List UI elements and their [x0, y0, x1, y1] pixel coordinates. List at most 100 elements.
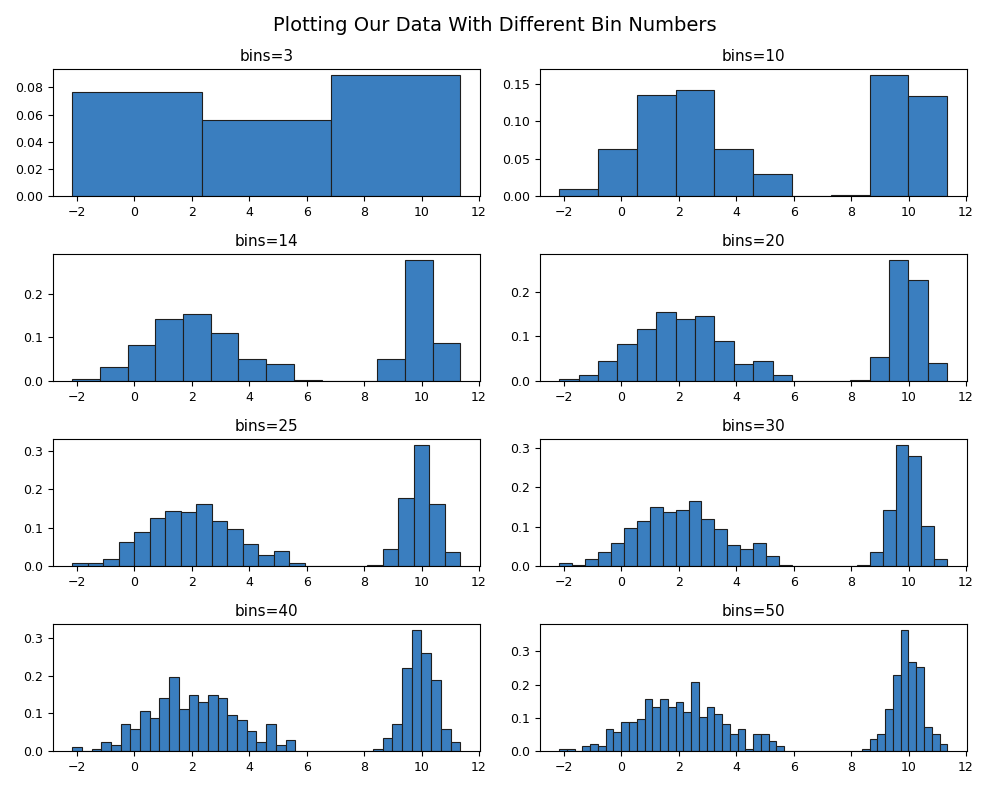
Bar — [413, 445, 429, 567]
Bar — [683, 712, 691, 751]
Bar — [856, 564, 869, 567]
Bar — [675, 90, 714, 196]
Bar — [714, 529, 727, 567]
Bar — [637, 720, 645, 751]
Bar — [135, 532, 149, 567]
Bar — [373, 749, 383, 751]
Bar — [218, 697, 227, 751]
Title: bins=30: bins=30 — [721, 419, 785, 434]
Bar — [738, 729, 746, 751]
Bar — [572, 564, 585, 567]
Bar — [613, 731, 621, 751]
Bar — [869, 357, 889, 381]
Bar — [393, 724, 403, 751]
Bar — [290, 563, 305, 567]
Bar — [377, 358, 405, 381]
Bar — [411, 630, 421, 751]
Bar — [932, 734, 940, 751]
Bar — [909, 96, 947, 196]
Bar — [675, 702, 683, 751]
Bar — [579, 375, 598, 381]
Bar — [403, 668, 411, 751]
Bar — [701, 519, 714, 567]
Bar — [266, 364, 294, 381]
Bar — [567, 749, 575, 751]
Bar — [165, 510, 181, 567]
Bar — [432, 343, 460, 381]
Bar — [383, 549, 399, 567]
Bar — [119, 542, 135, 567]
Bar — [637, 330, 656, 381]
Bar — [598, 746, 605, 751]
Bar — [935, 559, 947, 567]
Bar — [617, 344, 637, 381]
Bar — [706, 707, 714, 751]
Bar — [274, 551, 290, 567]
Bar — [189, 695, 198, 751]
Bar — [637, 95, 675, 196]
Bar — [211, 333, 238, 381]
Bar — [294, 380, 321, 381]
Bar — [72, 379, 100, 381]
Bar — [714, 342, 734, 381]
Title: bins=10: bins=10 — [721, 49, 785, 64]
Bar — [730, 734, 738, 751]
Bar — [383, 738, 393, 751]
Bar — [699, 716, 706, 751]
Bar — [727, 545, 740, 567]
Bar — [861, 749, 869, 751]
Bar — [559, 563, 572, 567]
Bar — [650, 507, 663, 567]
Bar — [653, 707, 660, 751]
Bar — [111, 745, 121, 751]
Bar — [559, 189, 598, 196]
Bar — [668, 707, 675, 751]
Bar — [740, 549, 754, 567]
Bar — [754, 361, 772, 381]
Bar — [714, 148, 754, 196]
Bar — [924, 727, 932, 751]
Bar — [754, 544, 766, 567]
Bar — [877, 734, 885, 751]
Bar — [909, 663, 916, 751]
Bar — [922, 526, 935, 567]
Bar — [895, 445, 909, 567]
Bar — [754, 734, 761, 751]
Text: Plotting Our Data With Different Bin Numbers: Plotting Our Data With Different Bin Num… — [273, 16, 716, 35]
Bar — [100, 367, 128, 381]
Bar — [451, 742, 460, 751]
Bar — [675, 510, 688, 567]
Bar — [286, 740, 296, 751]
Bar — [656, 312, 675, 381]
Bar — [431, 679, 441, 751]
Bar — [208, 695, 218, 751]
Bar — [869, 76, 909, 196]
Bar — [675, 319, 695, 381]
Bar — [885, 709, 893, 751]
Bar — [441, 729, 451, 751]
Bar — [227, 716, 237, 751]
Bar — [405, 260, 432, 381]
Bar — [243, 544, 258, 567]
Bar — [629, 722, 637, 751]
Title: bins=50: bins=50 — [721, 604, 785, 619]
Bar — [768, 742, 776, 751]
Bar — [266, 724, 276, 751]
Bar — [585, 559, 598, 567]
Bar — [202, 119, 331, 196]
Bar — [429, 503, 445, 567]
Bar — [131, 729, 140, 751]
Title: bins=25: bins=25 — [234, 419, 298, 434]
Bar — [197, 503, 212, 567]
Bar — [72, 92, 202, 196]
Bar — [445, 552, 460, 567]
Bar — [583, 746, 590, 751]
Bar — [590, 744, 598, 751]
Bar — [746, 749, 754, 751]
Bar — [869, 552, 882, 567]
Bar — [776, 746, 784, 751]
Bar — [695, 316, 714, 381]
Bar — [882, 510, 895, 567]
Bar — [611, 544, 624, 567]
Bar — [101, 742, 111, 751]
